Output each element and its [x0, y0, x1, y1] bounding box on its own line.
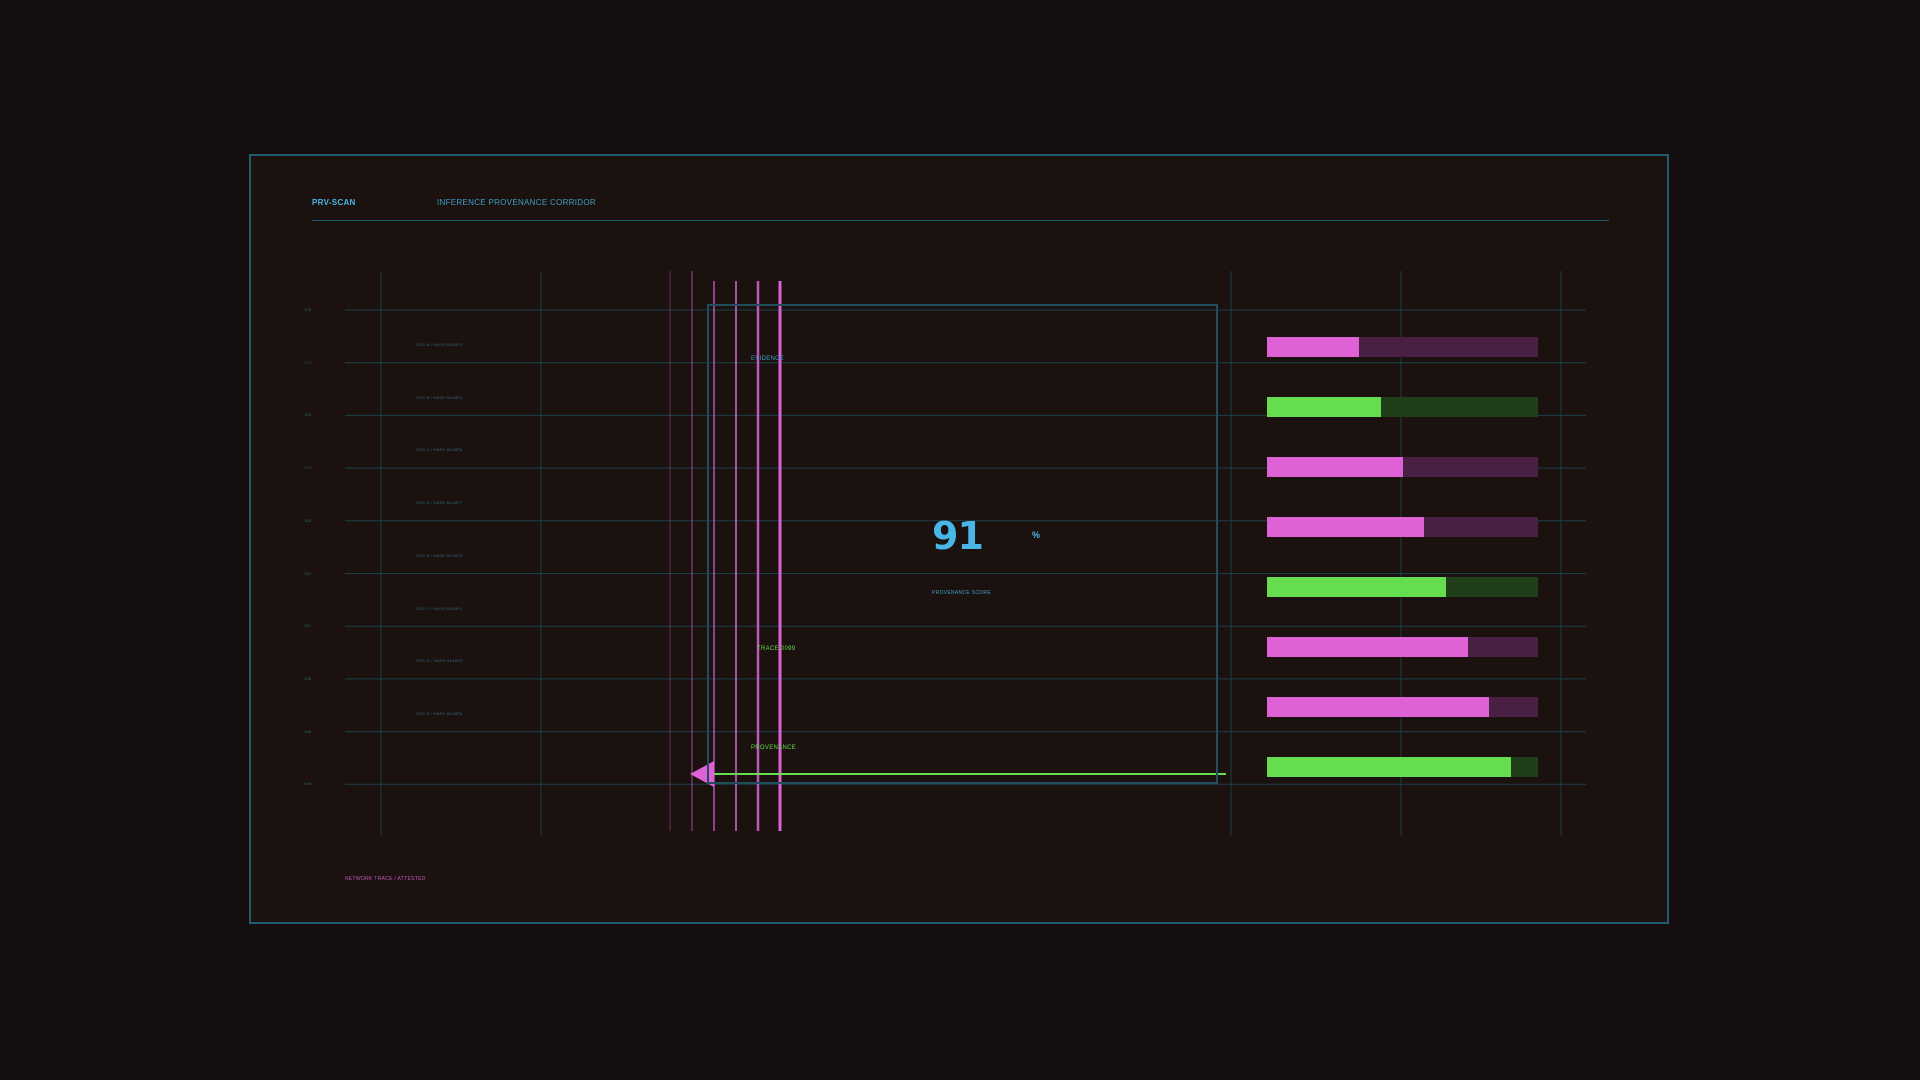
provenance-score-label: PROVENANCE SCORE: [932, 590, 991, 596]
row-id-label: 153: [304, 517, 312, 523]
score-bar-fill: [1267, 577, 1446, 597]
score-frame: [707, 304, 1218, 784]
row-id-label: 128: [304, 307, 312, 312]
row-source-ref: SRC-A / HASH 8A1BF0: [416, 342, 463, 347]
score-bar-track: [1267, 337, 1538, 357]
score-bar-fill: [1267, 697, 1490, 717]
row-id-label: 099: [304, 781, 312, 787]
brand-label: PRV-SCAN: [312, 198, 356, 207]
row-source-ref: SRC-C / HASH 8A1BF6: [416, 447, 463, 453]
row-id-label: 172: [304, 359, 312, 365]
row-id-label: 131: [304, 570, 312, 576]
provenance-score-value: 91: [932, 514, 984, 558]
score-bar-track: [1267, 517, 1538, 537]
score-bar-fill: [1267, 397, 1381, 417]
row-id-label: 143: [304, 412, 312, 418]
scan-panel: PRV-SCAN INFERENCE PROVENANCE CORRIDOR 1…: [249, 154, 1669, 924]
row-source-ref: SRC-E / HASH 8A1BF8: [416, 552, 463, 558]
row-id-label: 148: [304, 728, 312, 734]
score-bar-fill: [1267, 457, 1403, 477]
row-source-ref: SRC-D / HASH 8A1BF7: [416, 500, 463, 506]
row-id-label: 136: [304, 675, 312, 681]
score-bar-track: [1267, 457, 1538, 477]
score-bar-fill: [1267, 337, 1360, 357]
row-source-ref: SRC-H / HASH 8A1BF5: [416, 710, 463, 716]
score-bar-track: [1267, 637, 1538, 657]
score-bar-fill: [1267, 757, 1511, 777]
score-bar-fill: [1267, 637, 1468, 657]
provenance-label: PROVENANCE: [751, 745, 797, 751]
row-source-ref: SRC-B / HASH 8A1BF3: [416, 394, 463, 400]
trace-label: TRACE 0099: [757, 646, 796, 652]
module-title: INFERENCE PROVENANCE CORRIDOR: [437, 198, 596, 207]
row-id-label: 141: [304, 623, 312, 629]
score-bar-track: [1267, 697, 1538, 717]
score-unit: %: [1032, 530, 1041, 540]
header-divider: [312, 220, 1609, 221]
evidence-label: EVIDENCE: [751, 356, 785, 362]
footer-tag: NETWORK TRACE / ATTESTED: [345, 876, 426, 882]
row-source-ref: SRC-F / HASH 8A1BF1: [416, 605, 463, 611]
row-source-ref: SRC-G / HASH 8A1BF2: [416, 658, 463, 664]
score-bar-track: [1267, 577, 1538, 597]
score-bar-track: [1267, 397, 1538, 417]
score-bar-track: [1267, 757, 1538, 777]
row-id-label: 172: [304, 465, 312, 471]
score-bar-fill: [1267, 517, 1425, 537]
